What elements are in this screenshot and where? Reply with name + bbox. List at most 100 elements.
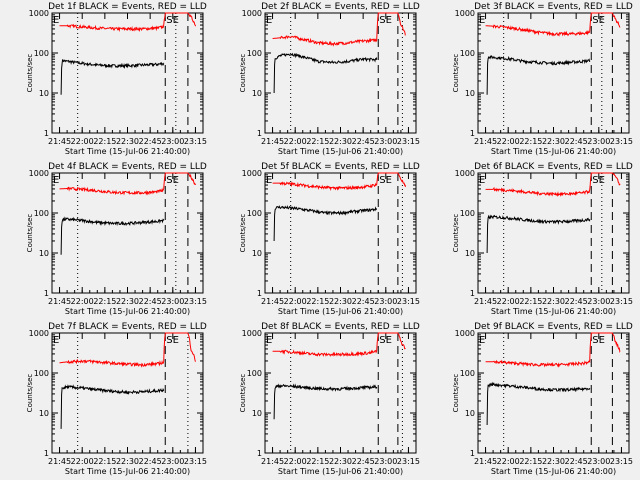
x-tick-label: 22:45 <box>352 137 375 146</box>
y-tick-label: 1000 <box>29 9 49 18</box>
x-tick-label: 22:30 <box>542 297 565 306</box>
x-tick-label: 23:15 <box>184 297 207 306</box>
x-tick-label: 23:15 <box>610 457 633 466</box>
left-marker-label: E <box>266 175 272 186</box>
x-tick-label: 21:45 <box>261 297 284 306</box>
events-series-line <box>486 55 591 95</box>
se-marker-label: SE <box>166 335 179 346</box>
x-tick-label: 22:00 <box>71 457 94 466</box>
se-marker-label: SE <box>379 175 392 186</box>
x-tick-label: 22:30 <box>542 457 565 466</box>
x-tick-label: 22:00 <box>71 137 94 146</box>
plot-frame <box>477 12 630 134</box>
x-tick-label: 23:00 <box>161 137 184 146</box>
events-series-line <box>273 383 378 420</box>
y-tick-label: 10 <box>39 89 49 98</box>
events-series-line <box>486 214 591 254</box>
events-series-line <box>60 384 165 429</box>
y-tick-label: 1 <box>44 129 49 138</box>
x-tick-label: 22:30 <box>329 137 352 146</box>
x-tick-label: 22:45 <box>565 137 588 146</box>
x-tick-label: 22:15 <box>306 457 329 466</box>
left-marker-label: E <box>53 15 59 26</box>
x-tick-label: 22:15 <box>93 297 116 306</box>
y-tick-label: 1000 <box>29 329 49 338</box>
x-tick-label: 22:00 <box>71 297 94 306</box>
x-tick-label: 22:15 <box>306 137 329 146</box>
x-axis-label: Start Time (15-Jul-06 21:40:00) <box>65 467 190 476</box>
x-tick-label: 21:45 <box>48 457 71 466</box>
x-tick-label: 22:30 <box>329 297 352 306</box>
y-tick-label: 10 <box>39 249 49 258</box>
x-tick-label: 22:00 <box>497 457 520 466</box>
left-marker-label: E <box>479 175 485 186</box>
y-tick-label: 1000 <box>455 169 475 178</box>
x-tick-label: 22:30 <box>542 137 565 146</box>
x-tick-label: 22:00 <box>497 137 520 146</box>
chart-title: Det 3f BLACK = Events, RED = LLD <box>474 2 633 12</box>
x-tick-label: 21:45 <box>474 457 497 466</box>
x-tick-label: 22:30 <box>116 137 139 146</box>
se-marker-label: SE <box>166 175 179 186</box>
y-tick-label: 100 <box>247 209 262 218</box>
y-axis-label: Counts/sec <box>26 54 34 93</box>
se-marker-label: SE <box>592 335 605 346</box>
y-tick-label: 1 <box>44 289 49 298</box>
x-tick-label: 22:15 <box>93 137 116 146</box>
plot-frame <box>264 12 417 134</box>
chart-title: Det 4f BLACK = Events, RED = LLD <box>48 162 207 172</box>
lld-series-line <box>272 12 406 47</box>
x-tick-label: 23:15 <box>610 137 633 146</box>
y-axis-label: Counts/sec <box>452 374 460 413</box>
x-tick-label: 22:45 <box>139 137 162 146</box>
x-tick-label: 23:00 <box>161 457 184 466</box>
x-tick-label: 22:30 <box>116 457 139 466</box>
x-tick-label: 21:45 <box>48 137 71 146</box>
y-axis-label: Counts/sec <box>239 54 247 93</box>
x-tick-label: 22:00 <box>284 137 307 146</box>
y-tick-label: 1 <box>257 289 262 298</box>
left-marker-label: E <box>266 335 272 346</box>
x-tick-label: 22:45 <box>565 297 588 306</box>
se-marker-label: SE <box>592 15 605 26</box>
x-tick-label: 23:00 <box>587 457 610 466</box>
y-axis-label: Counts/sec <box>239 214 247 253</box>
x-tick-label: 22:00 <box>497 297 520 306</box>
y-tick-label: 1 <box>470 449 475 458</box>
chart-panel-7: Det 7f BLACK = Events, RED = LLD 1 10 100 10… <box>26 322 207 476</box>
y-tick-label: 10 <box>252 89 262 98</box>
y-tick-label: 1 <box>257 449 262 458</box>
lld-series-line <box>59 172 196 196</box>
left-marker-label: E <box>479 335 485 346</box>
lld-series-line <box>59 12 196 33</box>
se-marker-label: SE <box>166 15 179 26</box>
chart-panel-4: Det 4f BLACK = Events, RED = LLD 1 10 100 10… <box>26 162 207 316</box>
y-tick-label: 1000 <box>455 9 475 18</box>
y-tick-label: 1000 <box>242 9 262 18</box>
x-tick-label: 22:30 <box>329 457 352 466</box>
x-tick-label: 22:45 <box>565 457 588 466</box>
y-tick-label: 100 <box>247 49 262 58</box>
plot-frame <box>51 172 204 294</box>
se-marker-label: SE <box>379 15 392 26</box>
lld-series-line <box>485 12 621 37</box>
x-tick-label: 23:00 <box>374 297 397 306</box>
chart-title: Det 2f BLACK = Events, RED = LLD <box>261 2 420 12</box>
x-tick-label: 22:15 <box>93 457 116 466</box>
events-series-line <box>273 52 378 94</box>
x-axis-label: Start Time (15-Jul-06 21:40:00) <box>65 307 190 316</box>
se-marker-label: SE <box>592 175 605 186</box>
y-axis-label: Counts/sec <box>26 374 34 413</box>
chart-panel-8: Det 8f BLACK = Events, RED = LLD 1 10 100 10… <box>239 322 420 476</box>
left-marker-label: E <box>479 15 485 26</box>
se-marker-label: SE <box>379 335 392 346</box>
y-tick-label: 10 <box>465 89 475 98</box>
x-tick-label: 22:15 <box>306 297 329 306</box>
chart-panel-5: Det 5f BLACK = Events, RED = LLD 1 10 100 10… <box>239 162 420 316</box>
events-series-line <box>60 59 165 95</box>
chart-panel-6: Det 6f BLACK = Events, RED = LLD 1 10 100 10… <box>452 162 633 316</box>
y-tick-label: 100 <box>460 209 475 218</box>
y-axis-label: Counts/sec <box>452 54 460 93</box>
x-tick-label: 23:00 <box>374 137 397 146</box>
events-series-line <box>273 204 378 242</box>
